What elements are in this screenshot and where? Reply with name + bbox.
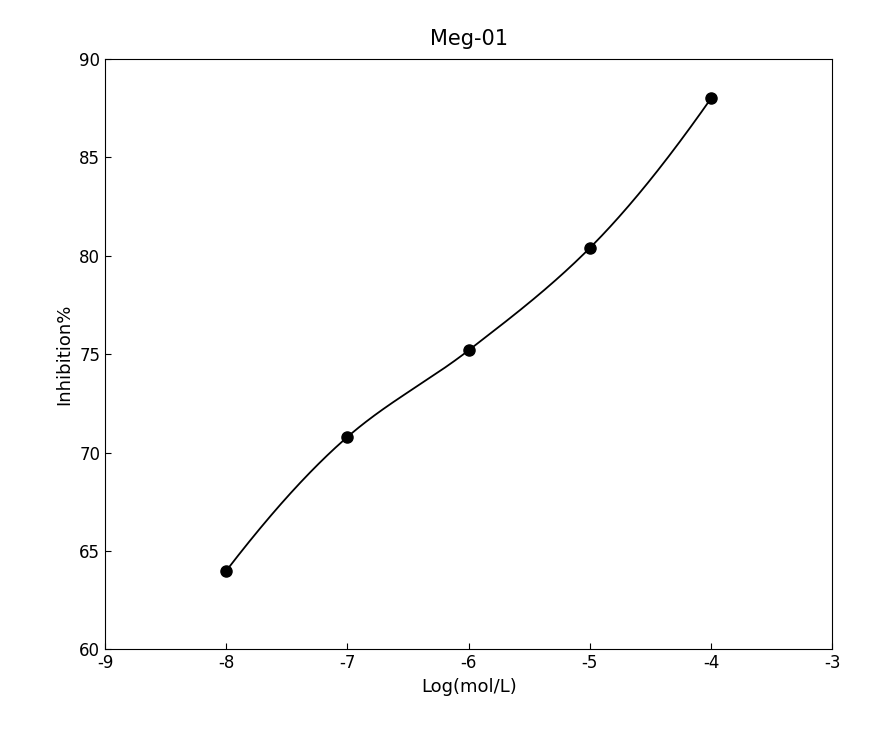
X-axis label: Log(mol/L): Log(mol/L) (420, 678, 517, 696)
Title: Meg-01: Meg-01 (429, 30, 508, 49)
Y-axis label: Inhibition%: Inhibition% (56, 303, 74, 405)
